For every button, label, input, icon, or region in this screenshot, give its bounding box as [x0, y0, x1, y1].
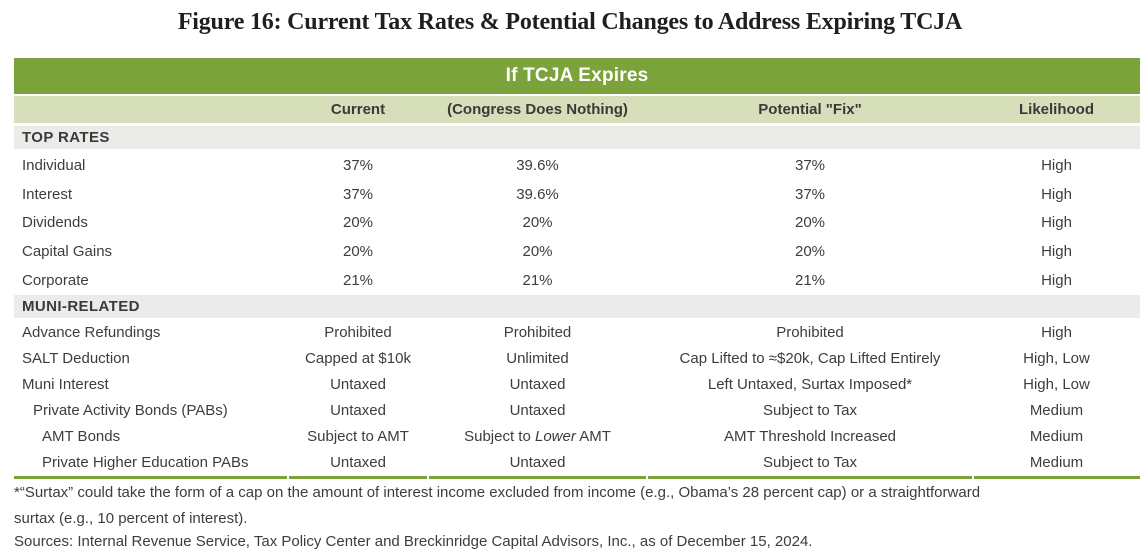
cell-congress: 39.6%: [516, 185, 559, 203]
cell-likelihood: High: [1041, 324, 1072, 342]
footnote-line-1: *“Surtax” could take the form of a cap o…: [14, 484, 981, 501]
cell-fix: Subject to Tax: [763, 402, 857, 420]
cell-congress-text: AMT: [575, 428, 611, 446]
cell-current: 20%: [342, 243, 374, 261]
cell-congress: Unlimited: [506, 350, 569, 368]
section-header-top-rates: TOP RATES: [14, 126, 1140, 149]
table-row: AMT Bonds Subject to AMT Subject to Lowe…: [14, 424, 1140, 450]
cell-fix: Cap Lifted to ≈$20k, Cap Lifted Entirely: [679, 350, 941, 368]
row-label: AMT Bonds: [42, 428, 121, 446]
cell-congress: Untaxed: [509, 402, 566, 420]
table-bottom-border: [14, 475, 1140, 479]
sources-line: Sources: Internal Revenue Service, Tax P…: [14, 533, 813, 550]
cell-current: Subject to AMT: [307, 428, 409, 446]
cell-current: 37%: [342, 156, 374, 174]
table-row: Private Higher Education PABs Untaxed Un…: [14, 450, 1140, 476]
cell-current: 37%: [342, 185, 374, 203]
cell-likelihood: Medium: [1029, 454, 1084, 472]
cell-current: Untaxed: [330, 402, 386, 420]
cell-congress: 39.6%: [516, 156, 559, 174]
cell-congress-italic-text: Lower: [535, 428, 576, 446]
column-header-fix: Potential "Fix": [758, 101, 862, 118]
row-label: Corporate: [22, 272, 89, 290]
cell-fix: Subject to Tax: [763, 454, 857, 472]
table-row: Muni Interest Untaxed Untaxed Left Untax…: [14, 372, 1140, 398]
section-header-muni-related: MUNI-RELATED: [14, 294, 1140, 318]
row-label: Interest: [22, 185, 73, 203]
row-label: Private Activity Bonds (PABs): [33, 402, 228, 420]
section-top-rates: TOP RATES Individual 37% 39.6% 37% High …: [14, 126, 1140, 295]
cell-likelihood: High: [1041, 156, 1072, 174]
cell-current: Prohibited: [324, 324, 392, 342]
column-header-likelihood: Likelihood: [1019, 101, 1094, 118]
footnote: *“Surtax” could take the form of a cap o…: [14, 480, 1140, 531]
row-label: SALT Deduction: [22, 350, 130, 368]
table-row: Advance Refundings Prohibited Prohibited…: [14, 320, 1140, 346]
row-label: Muni Interest: [22, 376, 109, 394]
cell-likelihood: High, Low: [1023, 376, 1090, 394]
cell-likelihood: High, Low: [1023, 350, 1090, 368]
row-label: Private Higher Education PABs: [42, 454, 249, 472]
footnote-line-2: surtax (e.g., 10 percent of interest).: [14, 509, 248, 527]
cell-current: 20%: [342, 214, 374, 232]
cell-congress: 21%: [522, 272, 553, 290]
cell-fix: 37%: [794, 185, 826, 203]
cell-current: Untaxed: [330, 454, 386, 472]
cell-congress: 20%: [522, 243, 553, 261]
cell-likelihood: High: [1041, 243, 1072, 261]
column-header-row: Current (Congress Does Nothing) Potentia…: [14, 96, 1140, 123]
cell-likelihood: High: [1041, 185, 1072, 203]
cell-congress: Subject to Lower AMT: [428, 428, 647, 445]
cell-congress: Untaxed: [509, 376, 566, 394]
cell-fix: AMT Threshold Increased: [723, 428, 897, 446]
table-row: Corporate 21% 21% 21% High: [14, 266, 1140, 295]
column-header-current: Current: [330, 101, 386, 118]
table-row: Interest 37% 39.6% 37% High: [14, 180, 1140, 209]
cell-fix: 21%: [794, 272, 826, 290]
row-label: Advance Refundings: [22, 324, 161, 342]
cell-current: Untaxed: [330, 376, 386, 394]
column-header-congress: (Congress Does Nothing): [447, 101, 628, 118]
row-label: Individual: [22, 156, 86, 174]
cell-congress: 20%: [522, 214, 553, 232]
table-row: Capital Gains 20% 20% 20% High: [14, 237, 1140, 266]
cell-congress: Prohibited: [503, 324, 572, 342]
table-row: SALT Deduction Capped at $10k Unlimited …: [14, 346, 1140, 372]
cell-fix: 20%: [794, 214, 826, 232]
section-muni-related: MUNI-RELATED Advance Refundings Prohibit…: [14, 294, 1140, 476]
table-row: Individual 37% 39.6% 37% High: [14, 151, 1140, 180]
cell-fix: 20%: [794, 243, 826, 261]
row-label: Dividends: [22, 214, 88, 232]
cell-likelihood: High: [1041, 272, 1072, 290]
cell-fix: Prohibited: [776, 324, 844, 342]
cell-fix: Left Untaxed, Surtax Imposed*: [707, 376, 913, 394]
cell-congress-text: Subject to: [464, 428, 535, 446]
table-row: Private Activity Bonds (PABs) Untaxed Un…: [14, 398, 1140, 424]
cell-likelihood: Medium: [1029, 428, 1084, 446]
table-banner: If TCJA Expires: [14, 58, 1140, 94]
row-label: Capital Gains: [22, 243, 113, 261]
cell-likelihood: Medium: [1029, 402, 1084, 420]
cell-congress: Untaxed: [509, 454, 566, 472]
cell-fix: 37%: [794, 156, 826, 174]
cell-current: 21%: [342, 272, 374, 290]
table-row: Dividends 20% 20% 20% High: [14, 209, 1140, 238]
cell-likelihood: High: [1041, 214, 1072, 232]
figure-title: Figure 16: Current Tax Rates & Potential…: [177, 9, 963, 35]
tax-rates-table: If TCJA Expires Current (Congress Does N…: [14, 58, 1140, 479]
cell-current: Capped at $10k: [305, 350, 411, 368]
